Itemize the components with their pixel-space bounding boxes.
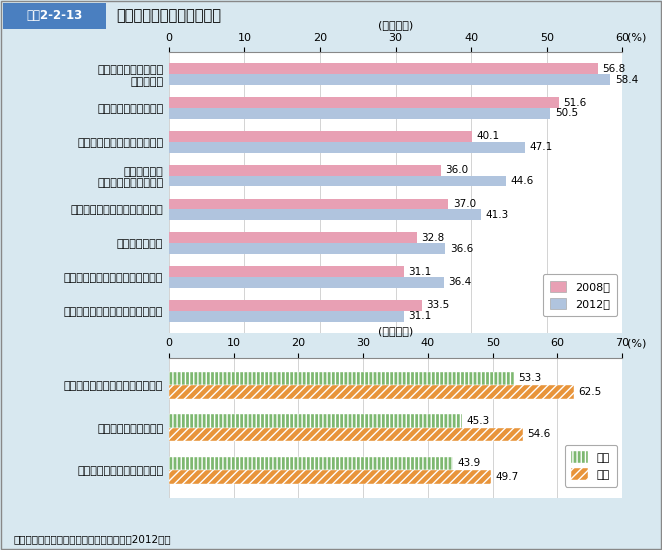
Text: 食生活で力を入れたいこと: 食生活で力を入れたいこと — [116, 8, 221, 24]
Text: 51.6: 51.6 — [563, 97, 587, 108]
Bar — [169, 233, 416, 243]
Bar — [169, 470, 491, 484]
Bar — [169, 243, 446, 254]
Bar — [169, 199, 448, 210]
Text: 資料：内閣府「食育に関する意識調査」（2012年）: 資料：内閣府「食育に関する意識調査」（2012年） — [13, 535, 171, 544]
Text: 36.0: 36.0 — [446, 165, 469, 175]
Text: 62.5: 62.5 — [578, 387, 602, 397]
Text: 40.1: 40.1 — [477, 131, 500, 141]
Bar — [169, 210, 481, 220]
Text: 49.7: 49.7 — [495, 472, 518, 482]
Bar — [3, 3, 106, 29]
Bar — [169, 63, 598, 74]
Bar — [169, 428, 522, 441]
Bar — [169, 372, 514, 385]
Text: 50.5: 50.5 — [555, 108, 578, 118]
Bar — [169, 175, 506, 186]
Bar — [169, 277, 444, 288]
Text: 32.8: 32.8 — [421, 233, 444, 243]
Text: 45.3: 45.3 — [467, 416, 490, 426]
Bar — [169, 131, 472, 142]
Bar — [169, 74, 610, 85]
Bar — [169, 266, 404, 277]
Text: 41.3: 41.3 — [485, 210, 508, 220]
Bar — [169, 97, 559, 108]
Text: 図表2-2-13: 図表2-2-13 — [26, 9, 83, 23]
X-axis label: (複数回答): (複数回答) — [378, 20, 413, 30]
Text: 31.1: 31.1 — [408, 267, 432, 277]
Text: 44.6: 44.6 — [510, 176, 534, 186]
Text: 47.1: 47.1 — [530, 142, 553, 152]
Text: 58.4: 58.4 — [615, 75, 638, 85]
X-axis label: (複数回答): (複数回答) — [378, 326, 413, 336]
Bar — [169, 165, 441, 175]
Bar — [169, 142, 525, 152]
Text: 36.6: 36.6 — [450, 244, 473, 254]
Text: (%): (%) — [627, 338, 646, 348]
Bar — [169, 414, 462, 428]
Bar — [169, 385, 574, 399]
Text: 36.4: 36.4 — [448, 277, 472, 288]
Text: 37.0: 37.0 — [453, 199, 476, 209]
Bar — [169, 108, 551, 119]
Text: 56.8: 56.8 — [602, 64, 626, 74]
Text: 53.3: 53.3 — [518, 373, 542, 383]
Text: (%): (%) — [627, 32, 646, 42]
Text: 33.5: 33.5 — [426, 300, 449, 310]
Bar — [169, 311, 404, 322]
Legend: 2008年, 2012年: 2008年, 2012年 — [543, 274, 617, 316]
Text: 43.9: 43.9 — [457, 458, 481, 469]
Bar — [169, 456, 453, 470]
Legend: 男性, 女性: 男性, 女性 — [565, 445, 617, 487]
Text: 31.1: 31.1 — [408, 311, 432, 321]
Bar — [169, 300, 422, 311]
Text: 54.6: 54.6 — [527, 430, 550, 439]
